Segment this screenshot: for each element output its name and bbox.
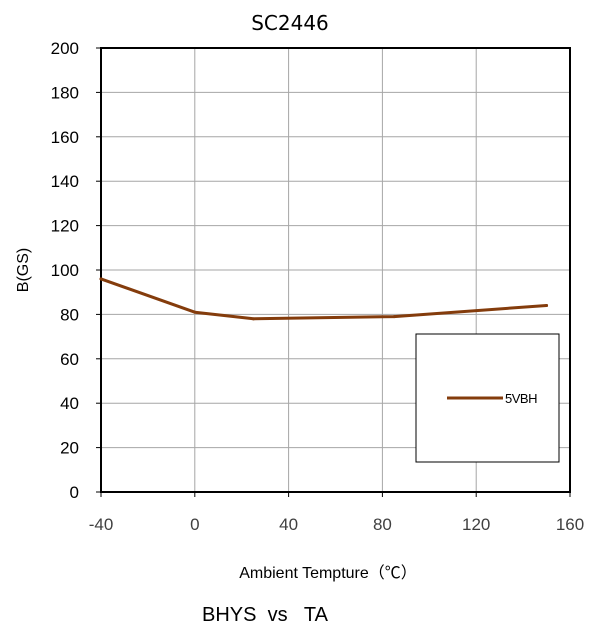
y-tick-label: 80 [60, 305, 79, 324]
data-point [99, 277, 103, 281]
y-tick-label: 140 [51, 172, 79, 191]
y-tick-label: 160 [51, 128, 79, 147]
series-line-5vbh [99, 277, 548, 321]
x-tick-label: 0 [190, 515, 199, 534]
y-tick-label: 20 [60, 439, 79, 458]
chart-caption: BHYS vs TA [202, 604, 329, 626]
x-tick-label: 160 [556, 515, 584, 534]
series-group [99, 277, 549, 321]
x-tick-label: 40 [279, 515, 298, 534]
data-point [545, 304, 549, 308]
chart-title: SC2446 [251, 11, 329, 35]
y-tick-label: 120 [51, 217, 79, 236]
y-tick-label: 100 [51, 261, 79, 280]
y-tick-label: 180 [51, 83, 79, 102]
data-point [392, 315, 396, 319]
y-axis-label: B(GS) [15, 248, 32, 292]
data-point [193, 310, 197, 314]
y-tick-label: 40 [60, 394, 79, 413]
x-tick-label: 120 [462, 515, 490, 534]
y-tick-label: 60 [60, 350, 79, 369]
x-axis-label: Ambient Tempture（℃） [239, 564, 417, 582]
legend: 5VBH [415, 333, 560, 463]
y-axis-ticks: 0 20 40 60 80 100 120 140 160 180 200 [51, 39, 101, 502]
x-tick-label: 80 [373, 515, 392, 534]
x-tick-label: -40 [89, 515, 114, 534]
x-axis-ticks: -40 0 40 80 120 160 [89, 492, 584, 534]
y-tick-label: 200 [51, 39, 79, 58]
data-point [251, 317, 255, 321]
y-tick-label: 0 [70, 483, 79, 502]
legend-label-5vbh: 5VBH [505, 391, 537, 406]
